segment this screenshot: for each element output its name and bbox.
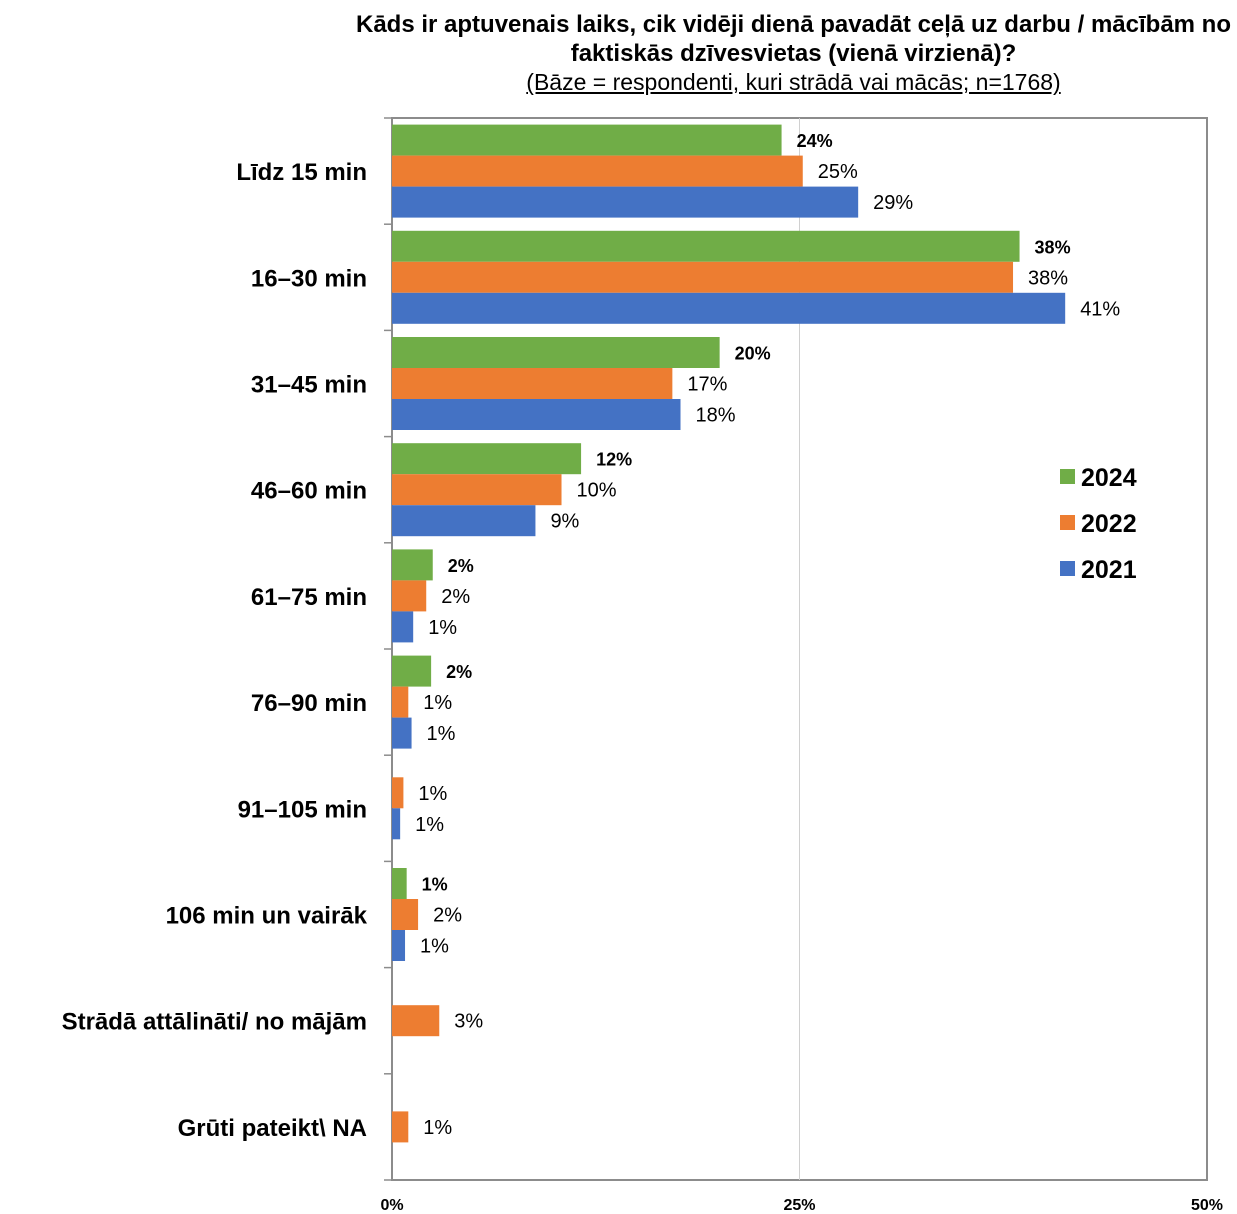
chart-subtitle: (Bāze = respondenti, kuri strādā vai māc… [526,69,1061,95]
chart-title-block: Kāds ir aptuvenais laiks, cik vidēji die… [350,10,1237,96]
bar-2021-6 [392,808,401,840]
data-label-2021-7: 1% [420,936,449,958]
legend-swatch-2024 [1060,469,1075,484]
bar-2024-1 [392,230,1020,262]
legend-label-2021: 2021 [1081,556,1137,584]
category-label-8: Strādā attālināti/ no mājām [62,1009,367,1036]
data-label-2024-3: 12% [596,450,632,470]
bar-2022-9 [392,1111,409,1143]
bar-2022-4 [392,580,427,612]
bar-2022-5 [392,686,409,718]
data-label-2022-6: 1% [418,783,447,805]
legend-swatch-2022 [1060,515,1075,530]
data-label-2022-0: 25% [818,161,858,183]
category-label-9: Grūti pateikt\ NA [178,1115,367,1142]
category-label-5: 76–90 min [251,690,367,717]
bar-2022-2 [392,368,673,399]
bar-2024-0 [392,124,782,156]
data-label-2022-2: 17% [687,374,727,396]
category-label-1: 16–30 min [251,265,367,292]
data-label-2022-4: 2% [441,586,470,608]
x-tick-label-1: 25% [783,1197,815,1214]
category-label-7: 106 min un vairāk [166,903,368,930]
bar-2024-7 [392,868,407,899]
bar-2021-3 [392,505,536,537]
data-label-2021-5: 1% [427,723,456,745]
category-label-2: 31–45 min [251,372,367,399]
data-label-2021-4: 1% [428,617,457,639]
data-label-2024-2: 20% [735,344,771,364]
category-label-6: 91–105 min [238,796,367,823]
chart-title: Kāds ir aptuvenais laiks, cik vidēji die… [356,11,1231,67]
data-label-2021-0: 29% [873,192,913,214]
data-label-2022-7: 2% [433,905,462,927]
bar-2021-4 [392,611,414,643]
x-tick-label-2: 50% [1191,1197,1223,1214]
bar-2021-7 [392,930,406,961]
data-label-2024-7: 1% [422,875,448,895]
data-label-2021-6: 1% [415,814,444,836]
bar-2022-8 [392,1005,440,1037]
data-label-2024-1: 38% [1035,237,1071,257]
data-label-2024-5: 2% [446,662,472,682]
data-label-2022-3: 10% [577,480,617,502]
bar-2021-5 [392,717,412,749]
legend-label-2024: 2024 [1081,464,1137,492]
bar-2022-6 [392,777,404,809]
legend-swatch-2021 [1060,561,1075,576]
bar-2021-2 [392,399,681,430]
bar-2022-0 [392,155,803,187]
bar-2024-2 [392,337,720,368]
bar-2021-0 [392,186,859,218]
data-label-2021-2: 18% [696,405,736,427]
bar-2024-5 [392,655,432,687]
data-label-2022-1: 38% [1028,267,1068,289]
bar-2022-7 [392,899,419,930]
bar-2022-3 [392,474,562,506]
category-label-4: 61–75 min [251,584,367,611]
bar-2022-1 [392,261,1014,293]
data-label-2021-3: 9% [550,511,579,533]
data-label-2022-9: 1% [423,1117,452,1139]
bar-2024-4 [392,549,433,581]
bar-2024-3 [392,443,582,475]
bar-2021-1 [392,292,1066,324]
data-label-2024-0: 24% [797,131,833,151]
legend-label-2022: 2022 [1081,510,1137,538]
data-label-2024-4: 2% [448,556,474,576]
x-tick-label-0: 0% [380,1197,403,1214]
data-label-2021-1: 41% [1080,298,1120,320]
category-label-3: 46–60 min [251,478,367,505]
category-label-0: Līdz 15 min [236,159,367,186]
data-label-2022-8: 3% [454,1011,483,1033]
data-label-2022-5: 1% [423,692,452,714]
